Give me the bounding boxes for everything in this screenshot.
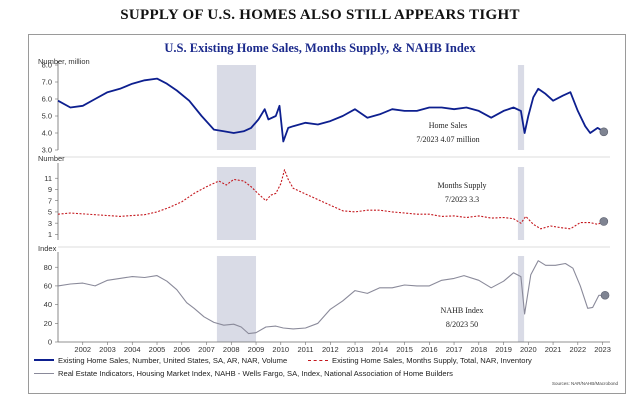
y-tick-label-nahb: 40 <box>44 300 52 309</box>
annotation-months-supply-1: 7/2023 3.3 <box>445 195 479 204</box>
x-tick-label: 2022 <box>569 345 586 354</box>
legend-swatch-home-sales <box>34 359 54 361</box>
recession-band-nahb-0 <box>216 256 257 342</box>
recession-band-nahb-1 <box>517 256 525 342</box>
x-tick-label: 2006 <box>173 345 190 354</box>
y-tick-label-months-supply: 5 <box>48 208 52 217</box>
legend-label-months-supply: Existing Home Sales, Months Supply, Tota… <box>332 356 532 365</box>
page-title: SUPPLY OF U.S. HOMES ALSO STILL APPEARS … <box>120 7 520 23</box>
y-tick-label-months-supply: 7 <box>48 196 52 205</box>
y-tick-label-months-supply: 11 <box>44 174 52 183</box>
y-tick-label-home-sales: 3.0 <box>42 146 52 155</box>
x-tick-label: 2008 <box>223 345 240 354</box>
x-tick-label: 2009 <box>248 345 265 354</box>
y-tick-label-nahb: 80 <box>44 263 52 272</box>
legend-home-sales: Existing Home Sales, Number, United Stat… <box>34 356 287 365</box>
annotation-nahb-0: NAHB Index <box>441 306 484 315</box>
y-tick-label-home-sales: 7.0 <box>42 78 52 87</box>
legend-swatch-months-supply <box>308 359 328 361</box>
chart-title: U.S. Existing Home Sales, Months Supply,… <box>164 41 476 55</box>
x-tick-label: 2015 <box>396 345 413 354</box>
x-tick-label: 2021 <box>545 345 562 354</box>
x-tick-label: 2023 <box>594 345 611 354</box>
x-tick-label: 2005 <box>149 345 166 354</box>
legend-months-supply: Existing Home Sales, Months Supply, Tota… <box>308 356 532 365</box>
y-axis-label-nahb: Index <box>38 244 57 253</box>
x-tick-label: 2017 <box>446 345 463 354</box>
annotation-home-sales-1: 7/2023 4.07 million <box>416 135 479 144</box>
y-tick-label-home-sales: 6.0 <box>42 95 52 104</box>
x-tick-label: 2004 <box>124 345 141 354</box>
x-tick-label: 2012 <box>322 345 339 354</box>
annotation-months-supply-0: Months Supply <box>437 181 486 190</box>
y-tick-label-nahb: 20 <box>44 319 52 328</box>
x-tick-label: 2010 <box>272 345 289 354</box>
y-tick-label-months-supply: 3 <box>48 219 52 228</box>
x-tick-label: 2003 <box>99 345 116 354</box>
y-tick-label-home-sales: 4.0 <box>42 129 52 138</box>
x-tick-label: 2007 <box>198 345 215 354</box>
legend-nahb: Real Estate Indicators, Housing Market I… <box>34 369 453 378</box>
x-tick-label: 2019 <box>495 345 512 354</box>
y-axis-label-home-sales: Number, million <box>38 57 90 66</box>
y-tick-label-home-sales: 8.0 <box>42 61 52 70</box>
x-tick-label: 2016 <box>421 345 438 354</box>
chart-frame <box>28 34 626 394</box>
x-tick-label: 2013 <box>347 345 364 354</box>
annotation-home-sales-0: Home Sales <box>429 121 467 130</box>
recession-band-home-sales-0 <box>216 65 257 150</box>
y-tick-label-months-supply: 9 <box>48 185 52 194</box>
legend-swatch-nahb <box>34 372 54 374</box>
legend-label-nahb: Real Estate Indicators, Housing Market I… <box>58 369 453 378</box>
x-tick-label: 2014 <box>371 345 388 354</box>
y-tick-label-months-supply: 1 <box>48 230 52 239</box>
x-tick-label: 2020 <box>520 345 537 354</box>
series-line-home-sales <box>57 77 605 143</box>
end-marker-home-sales <box>599 127 609 137</box>
end-marker-nahb <box>600 290 610 300</box>
x-tick-label: 2011 <box>297 345 313 354</box>
series-line-months-supply <box>57 169 605 230</box>
x-tick-label: 2002 <box>74 345 91 354</box>
y-axis-label-months-supply: Number <box>38 154 65 163</box>
source-note: Sources: NAR/NAHB/Macrobond <box>551 381 618 386</box>
series-line-nahb <box>57 260 605 335</box>
end-marker-months-supply <box>599 217 609 226</box>
recession-band-months-supply-0 <box>216 167 257 240</box>
y-tick-label-nahb: 60 <box>44 282 52 291</box>
x-tick-label: 2018 <box>470 345 487 354</box>
legend-label-home-sales: Existing Home Sales, Number, United Stat… <box>58 356 288 365</box>
annotation-nahb-1: 8/2023 50 <box>446 320 478 329</box>
recession-band-home-sales-1 <box>517 65 525 150</box>
y-tick-label-home-sales: 5.0 <box>42 112 52 121</box>
y-tick-label-nahb: 0 <box>48 338 52 347</box>
recession-band-months-supply-1 <box>517 167 525 240</box>
